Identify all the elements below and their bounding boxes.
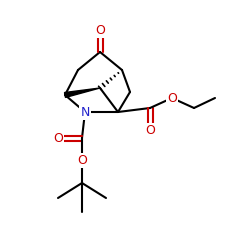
Text: O: O: [167, 92, 177, 104]
Text: O: O: [77, 154, 87, 166]
Text: O: O: [95, 24, 105, 36]
Polygon shape: [64, 88, 100, 98]
Text: N: N: [80, 106, 90, 118]
Text: O: O: [53, 132, 63, 144]
Text: O: O: [145, 124, 155, 136]
